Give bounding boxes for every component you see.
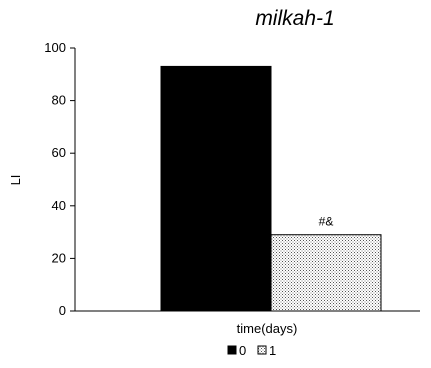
y-tick-label: 0 bbox=[59, 303, 66, 318]
legend-label-0: 0 bbox=[239, 343, 246, 358]
y-tick-label: 60 bbox=[52, 145, 66, 160]
bar-series-0 bbox=[160, 65, 272, 312]
chart-title: milkah-1 bbox=[255, 7, 334, 30]
x-axis-label: time(days) bbox=[237, 321, 298, 336]
bar-annotation: #& bbox=[319, 215, 334, 229]
legend-swatch-0 bbox=[227, 345, 237, 355]
y-tick-label: 100 bbox=[44, 40, 66, 55]
legend-label-1: 1 bbox=[269, 343, 276, 358]
y-tick-label: 40 bbox=[52, 198, 66, 213]
bar-series-1 bbox=[270, 234, 382, 312]
legend-swatch-1 bbox=[257, 345, 267, 355]
y-tick-label: 80 bbox=[52, 93, 66, 108]
y-axis-label: LI bbox=[8, 175, 23, 186]
y-tick-label: 20 bbox=[52, 250, 66, 265]
